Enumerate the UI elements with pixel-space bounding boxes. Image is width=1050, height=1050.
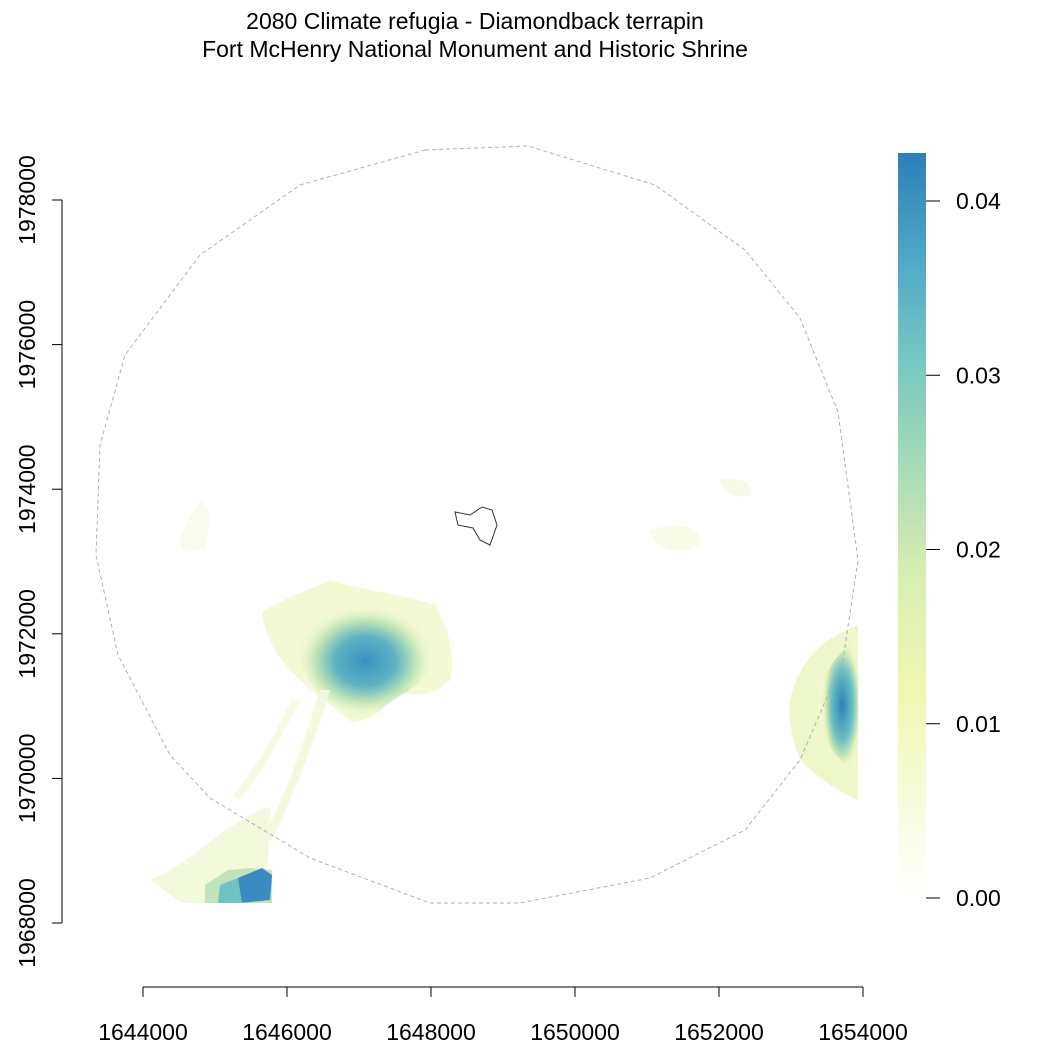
legend-colorbar — [898, 153, 926, 898]
legend-tick-label: 0.04 — [956, 188, 1001, 214]
y-tick-label: 1972000 — [14, 589, 40, 679]
legend-tick-label: 0.03 — [956, 362, 1001, 388]
legend-tick-label: 0.01 — [956, 711, 1001, 737]
y-axis: 1968000 1970000 1972000 1974000 1976000 19780… — [14, 155, 63, 968]
y-tick-label: 1970000 — [14, 734, 40, 824]
raster-blob-core — [297, 606, 433, 716]
legend-tick-label: 0.02 — [956, 537, 1001, 563]
legend-ticks: 0.00 0.01 0.02 0.03 0.04 — [926, 188, 1001, 911]
map-title: 2080 Climate refugia - Diamondback terra… — [246, 8, 704, 34]
raster-stream-2 — [232, 700, 300, 800]
buffer-circle — [95, 145, 859, 904]
x-tick-label: 1650000 — [530, 1019, 620, 1045]
raster-patch-faint-west — [178, 500, 210, 552]
legend: 0.00 0.01 0.02 0.03 0.04 — [898, 153, 1001, 911]
x-tick-label: 1648000 — [386, 1019, 476, 1045]
x-axis: 1644000 1646000 1648000 1650000 1652000 16540… — [98, 986, 908, 1045]
raster-layer — [150, 478, 858, 903]
y-tick-label: 1974000 — [14, 444, 40, 534]
y-tick-label: 1976000 — [14, 300, 40, 390]
x-tick-label: 1654000 — [818, 1019, 908, 1045]
x-tick-label: 1652000 — [674, 1019, 764, 1045]
raster-patch-faint-east — [650, 525, 701, 551]
map-subtitle: Fort McHenry National Monument and Histo… — [202, 36, 748, 62]
y-tick-label: 1978000 — [14, 155, 40, 245]
raster-blob-east — [818, 640, 858, 770]
legend-tick-label: 0.00 — [956, 885, 1001, 911]
x-tick-label: 1644000 — [98, 1019, 188, 1045]
raster-patch-southwest-mid — [218, 878, 242, 903]
raster-stream — [262, 690, 330, 840]
park-boundary — [454, 506, 498, 546]
y-tick-label: 1968000 — [14, 878, 40, 968]
raster-patch-faint-northeast — [720, 478, 751, 497]
x-tick-label: 1646000 — [242, 1019, 332, 1045]
raster-patch-southwest-core — [238, 868, 272, 903]
